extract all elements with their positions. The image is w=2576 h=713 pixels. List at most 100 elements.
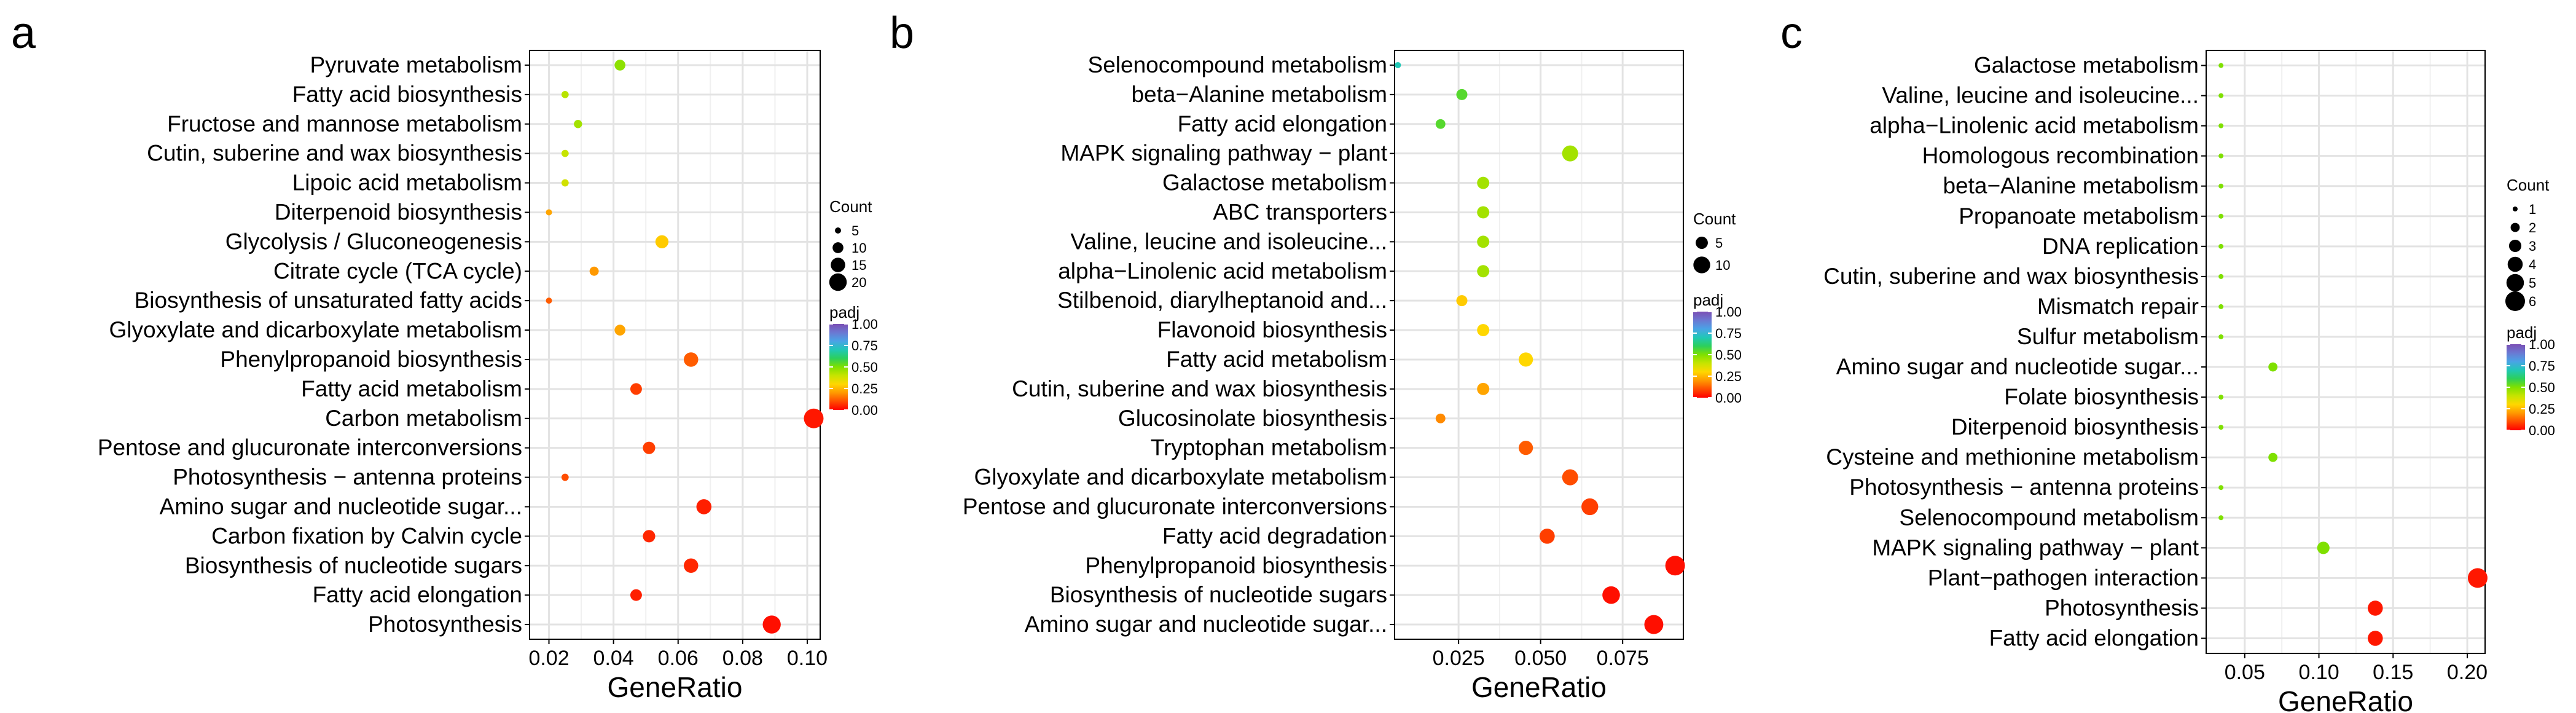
category-label: Photosynthesis − antenna proteins (1849, 475, 2199, 500)
colorbar-tick-label: 0.50 (2529, 380, 2555, 395)
category-label: Homologous recombination (1922, 143, 2199, 168)
x-tick-label: 0.10 (2298, 661, 2339, 684)
data-point (684, 558, 699, 573)
category-label: Galactose metabolism (1974, 53, 2199, 78)
data-point (630, 383, 642, 395)
x-ticks-a: 0.02 0.04 0.06 0.08 0.10 (528, 639, 828, 670)
category-label: Valine, leucine and isoleucine... (1882, 83, 2199, 108)
colorbar-tick-label: 1.00 (851, 317, 878, 332)
data-point (1644, 615, 1664, 634)
data-point (1456, 89, 1468, 100)
data-point (2218, 93, 2224, 98)
category-label: Phenylpropanoid biosynthesis (220, 347, 522, 372)
category-label: Fatty acid degradation (1162, 523, 1387, 548)
colorbar-tick-label: 0.75 (1715, 326, 1742, 341)
count-legend-label: 6 (2529, 294, 2536, 309)
category-label: Folate biosynthesis (2004, 384, 2199, 409)
x-tick-label: 0.08 (722, 647, 763, 670)
data-point (1477, 265, 1490, 278)
category-label: Fatty acid biosynthesis (292, 82, 522, 107)
x-tick-label: 0.15 (2373, 661, 2413, 684)
category-label: MAPK signaling pathway − plant (1060, 141, 1387, 166)
count-legend-title: Count (2507, 176, 2550, 194)
data-point (684, 352, 699, 367)
data-point (2368, 601, 2383, 616)
category-label: Stilbenoid, diarylheptanoid and... (1057, 288, 1387, 313)
category-label: Biosynthesis of nucleotide sugars (185, 553, 522, 578)
category-label: Tryptophan metabolism (1151, 435, 1387, 460)
count-legend-dot (829, 273, 847, 291)
category-label: Flavonoid biosynthesis (1157, 317, 1387, 342)
count-legend-label: 20 (851, 275, 866, 290)
data-point (2467, 568, 2488, 588)
category-label: Pyruvate metabolism (310, 52, 522, 77)
padj-legend-title: padj (2507, 323, 2537, 342)
data-point (1477, 235, 1490, 248)
x-ticks-b: 0.025 0.050 0.075 (1433, 639, 1649, 670)
data-point (1435, 119, 1446, 129)
data-point (1665, 556, 1685, 576)
data-point (696, 499, 712, 514)
category-label: DNA replication (2042, 234, 2199, 259)
points-c (2218, 63, 2488, 646)
category-label: Cysteine and methionine metabolism (1826, 444, 2199, 470)
count-legend-dot (2510, 223, 2520, 232)
x-axis-title-a: GeneRatio (608, 671, 743, 703)
colorbar-tick-label: 0.50 (1715, 347, 1742, 363)
data-point (630, 589, 642, 601)
category-label: Cutin, suberine and wax biosynthesis (1012, 376, 1387, 401)
x-tick-label: 0.075 (1597, 647, 1649, 670)
colorbar-tick-label: 1.00 (2529, 337, 2555, 352)
category-labels-b: Selenocompound metabolism beta−Alanine me… (963, 52, 1395, 637)
data-point (2218, 63, 2224, 68)
panel-label-c: c (1780, 9, 1803, 58)
plot-area-c (2206, 50, 2486, 654)
count-legend-title: Count (1693, 210, 1736, 228)
x-axis-title-c: GeneRatio (2278, 685, 2413, 713)
data-point (561, 179, 569, 187)
data-point (1477, 206, 1490, 219)
count-legend-label: 5 (2529, 275, 2536, 291)
x-tick-label: 0.050 (1514, 647, 1567, 670)
count-legend-label: 2 (2529, 220, 2536, 235)
category-label: Glycolysis / Gluconeogenesis (225, 229, 522, 254)
plot-area-b (1394, 50, 1684, 640)
category-label: Amino sugar and nucleotide sugar... (1025, 612, 1387, 637)
data-point (561, 149, 569, 157)
category-label: Cutin, suberine and wax biosynthesis (147, 141, 522, 166)
data-point (2218, 243, 2224, 249)
count-legend-dot (2507, 256, 2523, 272)
category-label: Pentose and glucuronate interconversions (963, 494, 1387, 519)
colorbar-tick-label: 0.75 (2529, 358, 2555, 374)
data-point (1477, 324, 1490, 337)
panel-c: c Galactose metabolism Valine, leucine an… (1780, 9, 2555, 713)
count-legend-dot (1693, 256, 1710, 274)
data-point (2268, 362, 2278, 372)
data-point (561, 90, 569, 98)
x-ticks-c: 0.05 0.10 0.15 0.20 (2225, 653, 2488, 684)
padj-legend-title: padj (1693, 291, 1723, 309)
data-point (614, 60, 625, 71)
category-label: Diterpenoid biosynthesis (1951, 414, 2199, 439)
category-label: Fatty acid metabolism (1166, 347, 1387, 372)
data-point (589, 266, 599, 276)
panel-label-a: a (11, 9, 36, 58)
data-point (1395, 61, 1401, 68)
data-point (804, 408, 824, 428)
data-point (2218, 515, 2224, 521)
category-label: Valine, leucine and isoleucine... (1070, 229, 1387, 254)
plot-border (529, 50, 821, 640)
category-label: Mismatch repair (2037, 294, 2199, 319)
category-label: Diterpenoid biosynthesis (275, 199, 522, 224)
category-labels-c: Galactose metabolism Valine, leucine and … (1823, 53, 2206, 650)
data-point (2368, 631, 2383, 646)
category-label: Biosynthesis of nucleotide sugars (1050, 582, 1387, 607)
category-label: beta−Alanine metabolism (1131, 82, 1387, 107)
category-label: alpha−Linolenic acid metabolism (1058, 258, 1387, 283)
category-label: Carbon fixation by Calvin cycle (211, 523, 522, 548)
data-point (643, 530, 656, 543)
count-legend-dot (2513, 207, 2518, 211)
data-point (1519, 352, 1533, 367)
count-legend-dot (2508, 239, 2522, 253)
